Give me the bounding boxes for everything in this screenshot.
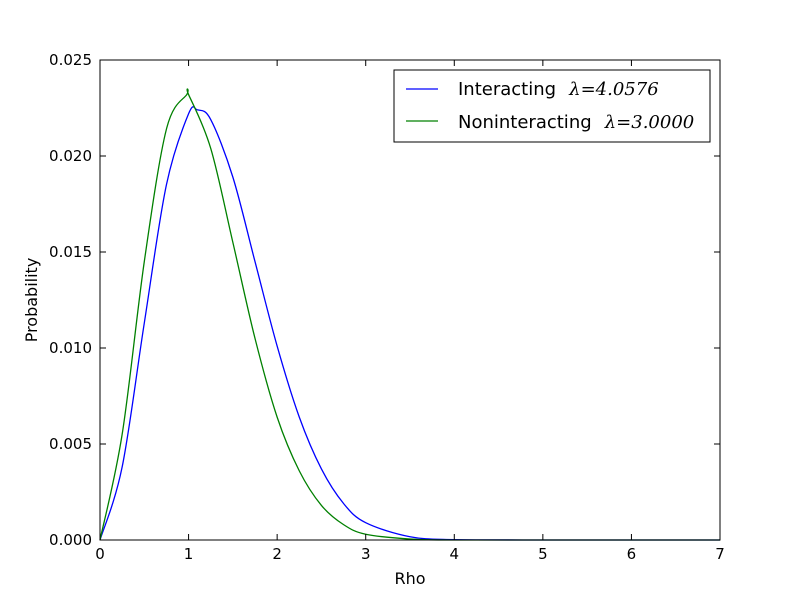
legend: Interacting λ=4.0576 Noninteracting λ=3.… (393, 69, 711, 143)
y-tick-label: 0.015 (49, 243, 92, 261)
x-tick-label: 7 (715, 545, 725, 563)
x-tick-label: 4 (450, 545, 460, 563)
x-tick-label: 0 (95, 545, 105, 563)
y-axis-label: Probability (22, 258, 41, 343)
plot-frame (99, 59, 721, 541)
x-tick-label: 5 (538, 545, 548, 563)
legend-label-interacting: Interacting λ=4.0576 (458, 79, 659, 100)
x-tick-label: 2 (272, 545, 282, 563)
y-tick-label: 0.025 (49, 51, 92, 69)
y-tick-label: 0.020 (49, 147, 92, 165)
y-axis: 0.000 0.005 0.010 0.015 0.020 0.025 (49, 51, 720, 549)
x-tick-label: 1 (184, 545, 194, 563)
x-axis-label: Rho (394, 569, 425, 588)
y-tick-label: 0.000 (49, 531, 92, 549)
x-tick-label: 3 (361, 545, 371, 563)
y-tick-label: 0.005 (49, 435, 92, 453)
y-tick-label: 0.010 (49, 339, 92, 357)
legend-label-noninteracting: Noninteracting λ=3.0000 (458, 112, 694, 133)
legend-box (393, 69, 711, 143)
x-axis: 0 1 2 3 4 5 6 7 (95, 60, 725, 563)
x-tick-label: 6 (627, 545, 637, 563)
